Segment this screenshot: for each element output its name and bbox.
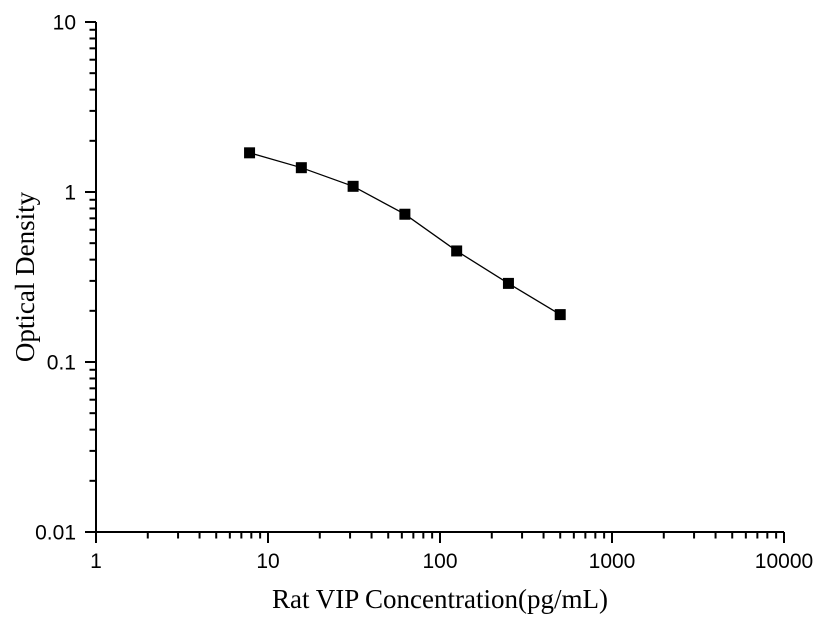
data-point-marker (295, 162, 307, 174)
y-tick-label: 10 (53, 12, 76, 35)
axis-ticks (85, 21, 785, 543)
x-tick-label: 100 (422, 550, 457, 573)
data-point-marker (451, 245, 463, 257)
data-series (244, 147, 566, 321)
data-point-marker (244, 147, 256, 159)
x-axis-title: Rat VIP Concentration(pg/mL) (272, 584, 608, 614)
data-point-marker (554, 309, 566, 321)
x-tick-label: 1000 (589, 550, 636, 573)
data-point-marker (502, 277, 514, 289)
x-tick-label: 10000 (755, 550, 813, 573)
y-tick-label: 1 (64, 182, 76, 205)
x-tick-label: 10 (256, 550, 279, 573)
data-point-marker (347, 180, 359, 192)
y-axis-title: Optical Density (10, 191, 40, 362)
y-tick-label: 0.1 (47, 352, 76, 375)
x-tick-label: 1 (90, 550, 102, 573)
y-tick-label: 0.01 (35, 522, 76, 545)
axis-tick-labels: 1 10 100 1000 10000 0.01 0.1 1 10 (35, 12, 813, 574)
series-line (249, 152, 561, 316)
data-point-marker (399, 208, 411, 220)
